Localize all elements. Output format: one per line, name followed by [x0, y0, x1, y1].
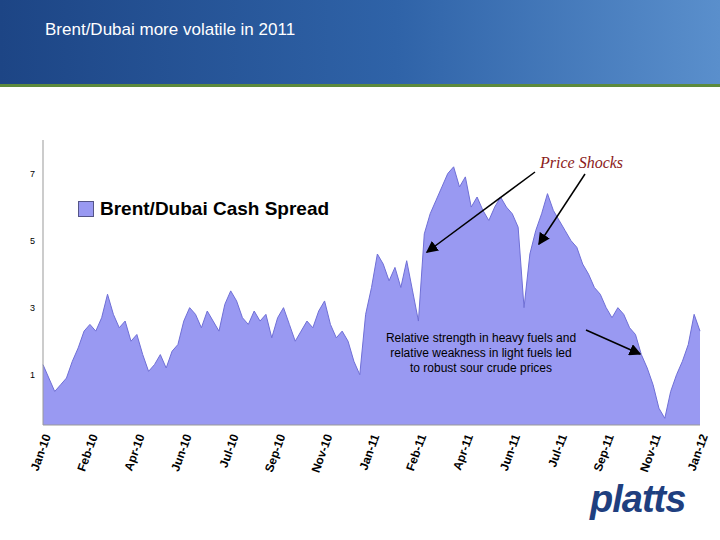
svg-text:Feb-11: Feb-11 [403, 432, 429, 473]
svg-text:Jan-10: Jan-10 [28, 432, 54, 473]
svg-text:Jan-11: Jan-11 [356, 432, 382, 472]
html-text:platts: platts [590, 478, 686, 520]
svg-text:Jun-10: Jun-10 [168, 432, 194, 473]
html-text:Price Shocks: Price Shocks [540, 154, 624, 171]
svg-text:5: 5 [30, 236, 35, 246]
svg-text:Jun-11: Jun-11 [497, 432, 523, 473]
html-text:Relative strength in heavy fue: Relative strength in heavy fuels and rel… [385, 331, 577, 375]
svg-text:Apr-10: Apr-10 [122, 432, 148, 473]
svg-text:Jul-10: Jul-10 [217, 432, 242, 470]
svg-text:Nov-11: Nov-11 [637, 432, 664, 474]
html-text:Brent/Dubai Cash Spread: Brent/Dubai Cash Spread [100, 198, 330, 219]
svg-text:Sep-11: Sep-11 [591, 432, 617, 473]
svg-text:1: 1 [30, 370, 35, 380]
svg-text:7: 7 [30, 169, 35, 179]
svg-text:Sep-10: Sep-10 [262, 432, 289, 474]
html-text:Brent/Dubai more volatile in 2: Brent/Dubai more volatile in 2011 [45, 20, 296, 39]
svg-text:3: 3 [30, 303, 35, 313]
svg-text:Jul-11: Jul-11 [545, 432, 570, 469]
svg-text:Nov-10: Nov-10 [309, 432, 336, 475]
svg-text:Feb-10: Feb-10 [74, 432, 100, 473]
svg-text:Jan-12: Jan-12 [685, 432, 711, 473]
svg-text:Apr-11: Apr-11 [450, 432, 476, 472]
